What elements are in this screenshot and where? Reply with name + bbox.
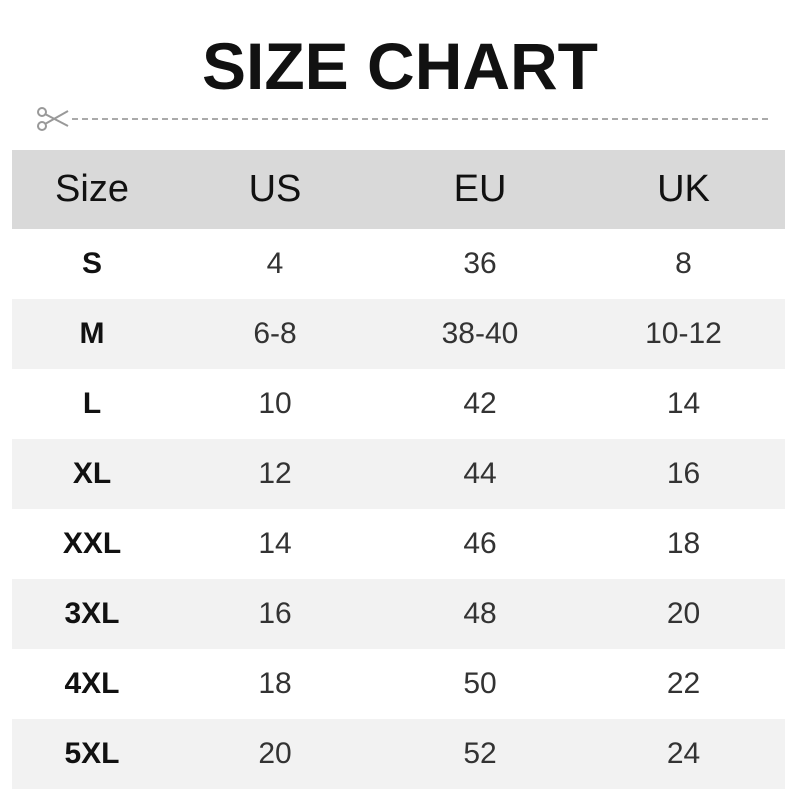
- cell-us: 6-8: [172, 299, 378, 369]
- cell-uk: 16: [582, 439, 785, 509]
- cell-us: 18: [258, 667, 292, 700]
- cell-eu: 38-40: [378, 299, 582, 369]
- header-size: Size: [12, 150, 172, 229]
- cell-size: 5XL: [12, 719, 172, 789]
- table-row: L 10 42 14: [12, 369, 785, 439]
- table-row: XL 12 44 16: [12, 439, 785, 509]
- table-row: 5XL 20 52 24: [12, 719, 785, 789]
- cell-uk: 10-12: [582, 299, 785, 369]
- cell-eu: 48: [378, 579, 582, 649]
- cell-eu: 50: [463, 667, 497, 700]
- dashed-line: [72, 118, 768, 120]
- cell-eu: 36: [463, 247, 497, 280]
- cell-uk: 20: [582, 579, 785, 649]
- cell-size: XL: [12, 439, 172, 509]
- cell-us: 20: [172, 719, 378, 789]
- cell-size: L: [82, 387, 102, 420]
- header-eu: EU: [378, 150, 582, 229]
- cell-eu: 46: [463, 527, 497, 560]
- cell-size: 3XL: [12, 579, 172, 649]
- scissors-icon: [37, 107, 69, 131]
- cell-us: 12: [172, 439, 378, 509]
- cut-line: [36, 106, 768, 132]
- table-row: S 4 36 8: [12, 229, 785, 299]
- cell-size: XXL: [62, 527, 122, 560]
- size-table: Size US EU UK S 4 36 8 M 6-8 38-40 10-12 L 10 42 14…: [12, 150, 785, 789]
- cell-uk: 18: [666, 527, 701, 560]
- table-row: 3XL 16 48 20: [12, 579, 785, 649]
- table-row: M 6-8 38-40 10-12: [12, 299, 785, 369]
- header-uk: UK: [582, 150, 785, 229]
- cell-us: 14: [258, 527, 292, 560]
- cell-eu: 52: [378, 719, 582, 789]
- cell-uk: 24: [582, 719, 785, 789]
- cell-size: M: [12, 299, 172, 369]
- cell-uk: 14: [666, 387, 701, 420]
- header-row: Size US EU UK: [12, 150, 785, 229]
- cell-size: 4XL: [64, 667, 120, 700]
- cell-size: S: [81, 247, 102, 280]
- cell-uk: 8: [675, 247, 692, 280]
- cell-us: 4: [266, 247, 284, 280]
- cell-eu: 44: [378, 439, 582, 509]
- page-title: SIZE CHART: [202, 29, 598, 103]
- cell-eu: 42: [463, 387, 497, 420]
- table-row: XXL 14 46 18: [12, 509, 785, 579]
- header-us: US: [172, 150, 378, 229]
- cell-uk: 22: [666, 667, 701, 700]
- cell-us: 10: [258, 387, 292, 420]
- table-row: 4XL 18 50 22: [12, 649, 785, 719]
- cell-us: 16: [172, 579, 378, 649]
